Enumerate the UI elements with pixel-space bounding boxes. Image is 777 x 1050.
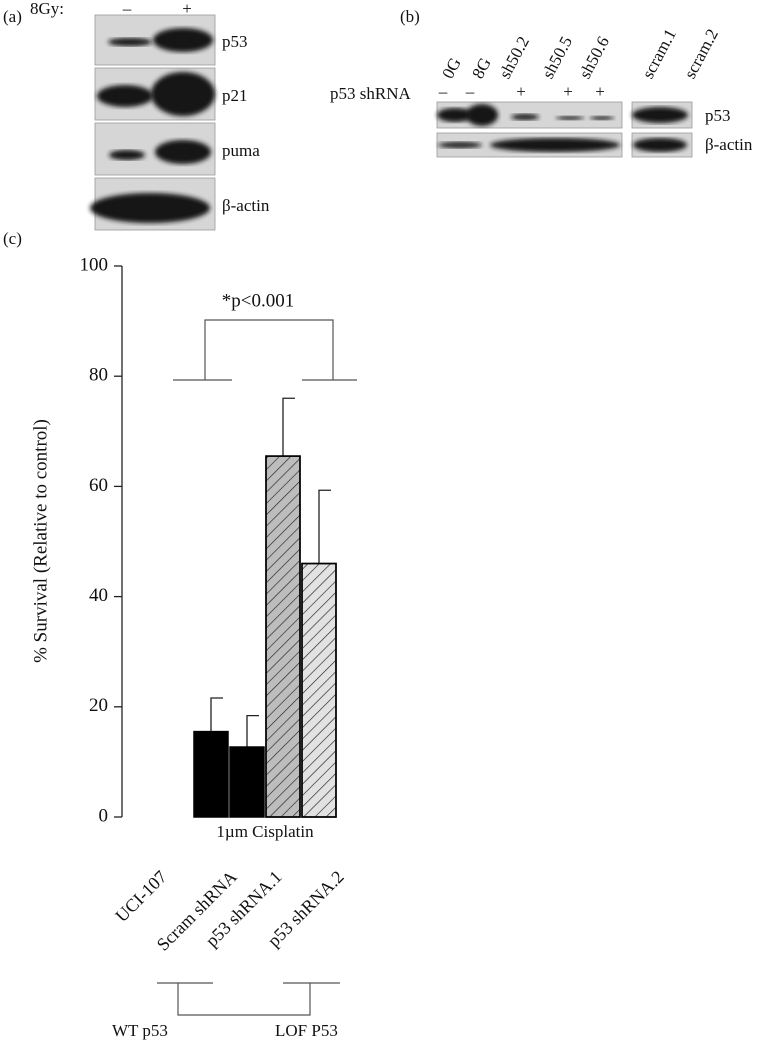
y-tick-label: 80 <box>89 365 108 386</box>
bar <box>229 746 265 818</box>
condition: + <box>182 0 192 18</box>
y-tick-label: 40 <box>89 585 108 606</box>
x-axis-label: 1µm Cisplatin <box>216 822 314 841</box>
row-label: p53 <box>705 106 731 125</box>
row-label: p21 <box>222 86 248 105</box>
shrna-mark: – <box>465 82 475 101</box>
lane-label: sh50.6 <box>575 33 613 82</box>
panel-label: (a) <box>3 7 22 26</box>
row-label: p53 <box>222 32 248 51</box>
y-tick-label: 0 <box>99 805 109 826</box>
y-axis-label: % Survival (Relative to control) <box>30 419 51 663</box>
blot-b <box>436 101 693 158</box>
y-tick-label: 20 <box>89 695 108 716</box>
shrna-label: p53 shRNA <box>330 84 411 103</box>
significance-bracket <box>173 319 357 381</box>
shrna-mark: + <box>563 82 573 101</box>
error-bar <box>282 397 295 457</box>
row-label: β-actin <box>705 135 753 154</box>
shrna-mark: + <box>516 82 526 101</box>
bar <box>193 730 229 818</box>
x-category-label: UCI-107 <box>111 867 170 926</box>
bar-hatch <box>265 455 301 818</box>
shrna-mark: – <box>438 82 448 101</box>
row-label: β-actin <box>222 196 270 215</box>
y-tick-label: 100 <box>80 254 109 275</box>
blot-a <box>90 14 216 231</box>
error-bar <box>318 489 331 564</box>
annotation: *p<0.001 <box>222 290 294 311</box>
bar-hatch <box>301 562 337 818</box>
treatment-label: 8Gy: <box>30 0 64 18</box>
group-label: WT p53 <box>112 1021 168 1040</box>
lane-label: scram.2 <box>680 26 722 82</box>
panel-label: (b) <box>400 7 420 26</box>
condition: – <box>122 0 132 18</box>
group-label: LOF P53 <box>275 1021 338 1040</box>
lane-label: sh50.5 <box>538 33 576 82</box>
lane-label: sh50.2 <box>495 33 533 82</box>
group-bracket <box>157 982 340 1016</box>
lane-label: 8G <box>468 54 495 81</box>
error-bar <box>246 714 259 748</box>
y-tick-label: 60 <box>89 475 108 496</box>
row-label: puma <box>222 141 260 160</box>
panel-label: (c) <box>3 229 22 248</box>
lane-label: 0G <box>438 54 465 81</box>
lane-label: scram.1 <box>638 26 680 82</box>
error-bar <box>210 697 223 732</box>
shrna-mark: + <box>595 82 605 101</box>
